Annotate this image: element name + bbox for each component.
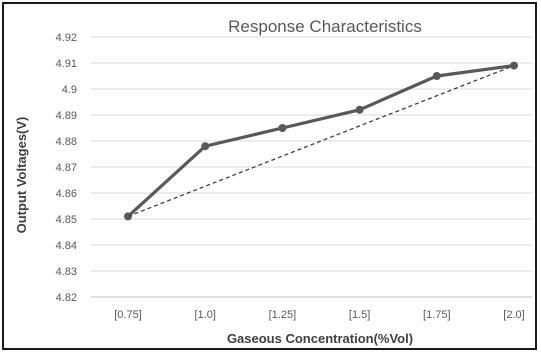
data-point [355,105,364,114]
y-tick-label: 4.9 [62,84,77,96]
data-point [432,72,441,80]
x-tick-label: [1.75] [423,309,451,321]
y-tick-label: 4.91 [56,58,77,70]
y-tick-labels: 4.82 4.83 4.84 4.85 4.86 4.87 4.88 4.89 4.9 4.91 4… [56,32,77,304]
x-axis-label: Gaseous Concentration(%Vol) [227,331,413,346]
y-tick-label: 4.84 [56,240,77,252]
x-tick-label: [1.25] [269,309,297,321]
y-tick-label: 4.82 [56,292,77,304]
x-tick-label: [2.0] [503,309,524,321]
y-axis-label: Output Voltages(V) [14,117,29,234]
y-tick-label: 4.89 [56,110,77,122]
y-tick-label: 4.87 [56,162,77,174]
chart-frame [2,2,537,350]
series-line [126,64,515,218]
data-point [510,61,518,70]
x-tick-label: [0.75] [114,309,142,321]
data-point [201,142,210,151]
y-tick-label: 4.92 [56,32,77,44]
x-tick-label: [1.0] [194,309,215,321]
reference-line [127,64,515,218]
y-tick-label: 4.85 [56,214,77,226]
gridlines [91,36,532,298]
series-layer [124,61,518,221]
x-tick-label: [1.5] [349,309,370,321]
data-point [278,124,287,132]
y-tick-label: 4.88 [56,136,77,148]
x-tick-labels: [0.75] [1.0] [1.25] [1.5] [1.75] [2.0] [114,309,524,321]
y-tick-label: 4.83 [56,266,77,278]
chart-title: Response Characteristics [228,17,422,36]
y-tick-label: 4.86 [56,188,77,200]
